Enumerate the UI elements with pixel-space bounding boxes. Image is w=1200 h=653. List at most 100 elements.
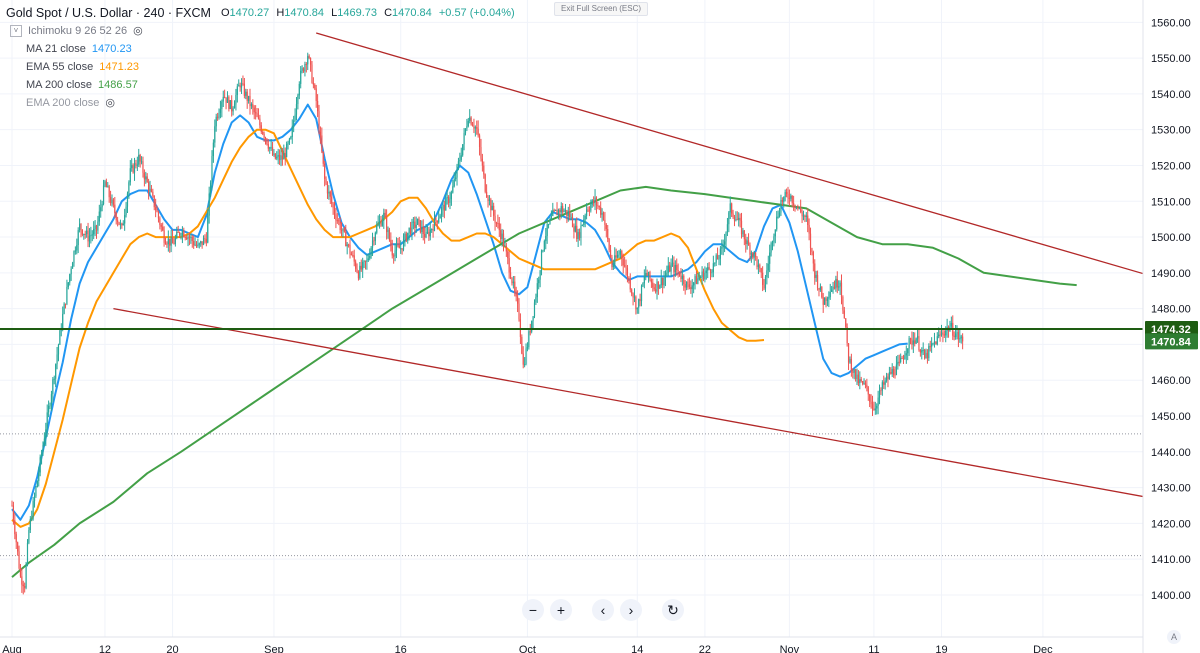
candle-body xyxy=(26,542,29,565)
support-price-label-bg xyxy=(1145,320,1198,337)
candle-body xyxy=(539,270,541,280)
candle-body xyxy=(819,286,821,290)
candle-body xyxy=(871,404,874,409)
candle-body xyxy=(308,56,310,58)
candle-body xyxy=(197,244,199,247)
candle-body xyxy=(255,112,257,114)
indicator-ema200[interactable]: EMA 200 close ◎ xyxy=(6,94,519,112)
ohlc-high: 1470.84 xyxy=(284,7,325,19)
candle-body xyxy=(476,127,478,129)
zoom-in-button[interactable]: + xyxy=(550,599,572,621)
y-tick-label: 1460.00 xyxy=(1151,375,1191,387)
candle-body xyxy=(208,193,210,216)
auto-scale-button[interactable]: A xyxy=(1167,630,1181,644)
eye-hidden-icon[interactable]: ◎ xyxy=(105,97,115,109)
candle-body xyxy=(157,211,160,219)
collapse-icon[interactable]: ˅ xyxy=(10,25,22,37)
candle-body xyxy=(911,338,913,345)
candle-body xyxy=(276,156,278,159)
candle-body xyxy=(80,223,82,230)
reset-chart-button[interactable]: ↻ xyxy=(662,599,684,621)
candle-body xyxy=(198,243,200,245)
candle-body xyxy=(435,218,437,221)
candle-body xyxy=(621,251,623,259)
candle-body xyxy=(436,220,438,223)
symbol-title: Gold Spot / U.S. Dollar · 240 · FXCM xyxy=(6,6,211,20)
candle-body xyxy=(86,230,88,235)
candle-body xyxy=(815,274,817,278)
candle-body xyxy=(676,265,678,271)
candle-body xyxy=(294,114,296,121)
indicator-ema55[interactable]: EMA 55 close 1471.23 xyxy=(6,58,519,76)
candle-body xyxy=(684,284,686,288)
candle-body xyxy=(887,376,889,380)
candle-body xyxy=(450,192,452,200)
candle-body xyxy=(681,275,683,279)
candle-body xyxy=(302,68,305,72)
candle-body xyxy=(397,244,399,246)
candle-body xyxy=(673,262,675,273)
candle-body xyxy=(818,288,820,290)
candle-body xyxy=(286,143,288,157)
candle-body xyxy=(467,120,469,127)
candle-body xyxy=(771,242,774,244)
candle-body xyxy=(407,232,409,241)
candle-body xyxy=(104,181,106,186)
candle-body xyxy=(338,220,340,222)
candle-body xyxy=(840,282,843,298)
candle-body xyxy=(498,223,500,231)
candle-body xyxy=(225,97,227,103)
candle-body xyxy=(694,276,696,283)
exit-fullscreen-button[interactable]: Exit Full Screen (ESC) xyxy=(554,2,649,16)
candle-body xyxy=(563,210,565,212)
indicator-ichimoku[interactable]: ˅ Ichimoku 9 26 52 26 ◎ xyxy=(6,22,519,40)
candle-body xyxy=(916,336,919,339)
candle-body xyxy=(904,355,906,360)
candle-body xyxy=(959,338,961,340)
x-tick-label: 20 xyxy=(166,644,178,653)
candle-body xyxy=(595,197,598,206)
candle-body xyxy=(574,225,576,232)
candle-body xyxy=(194,244,196,246)
scroll-left-button[interactable]: ‹ xyxy=(592,599,614,621)
candle-body xyxy=(828,297,830,299)
scroll-right-button[interactable]: › xyxy=(620,599,642,621)
candle-body xyxy=(69,274,71,283)
candle-body xyxy=(918,336,920,351)
candle-body xyxy=(735,219,737,221)
x-tick-label: Nov xyxy=(780,644,800,653)
candle-body xyxy=(957,332,959,340)
candle-body xyxy=(866,384,868,388)
candle-body xyxy=(180,234,182,236)
candle-body xyxy=(95,225,98,231)
x-tick-label: Dec xyxy=(1033,644,1053,653)
candle-body xyxy=(618,254,620,256)
candle-body xyxy=(776,216,778,230)
candle-body xyxy=(335,214,337,221)
candle-body xyxy=(824,297,826,305)
last-price-label: 1470.84 xyxy=(1151,336,1192,348)
candle-body xyxy=(97,221,99,231)
candle-body xyxy=(811,248,813,252)
indicator-ma21[interactable]: MA 21 close 1470.23 xyxy=(6,40,519,58)
candle-body xyxy=(545,236,547,242)
candle-body xyxy=(736,219,738,221)
candle-body xyxy=(629,278,631,290)
candle-body xyxy=(732,213,734,218)
chart-legend: Gold Spot / U.S. Dollar · 240 · FXCM O14… xyxy=(6,4,519,112)
ma-200-close-line xyxy=(11,185,1077,578)
candle-body xyxy=(273,153,275,155)
candle-body xyxy=(21,576,23,585)
candle-body xyxy=(87,230,89,242)
indicator-ma200[interactable]: MA 200 close 1486.57 xyxy=(6,76,519,94)
candle-body xyxy=(167,238,169,245)
candle-body xyxy=(350,253,353,256)
candle-body xyxy=(643,276,645,284)
candle-body xyxy=(305,64,307,66)
eye-hidden-icon[interactable]: ◎ xyxy=(133,25,143,37)
zoom-out-button[interactable]: − xyxy=(522,599,544,621)
candle-body xyxy=(142,161,144,173)
candle-body xyxy=(431,229,433,231)
